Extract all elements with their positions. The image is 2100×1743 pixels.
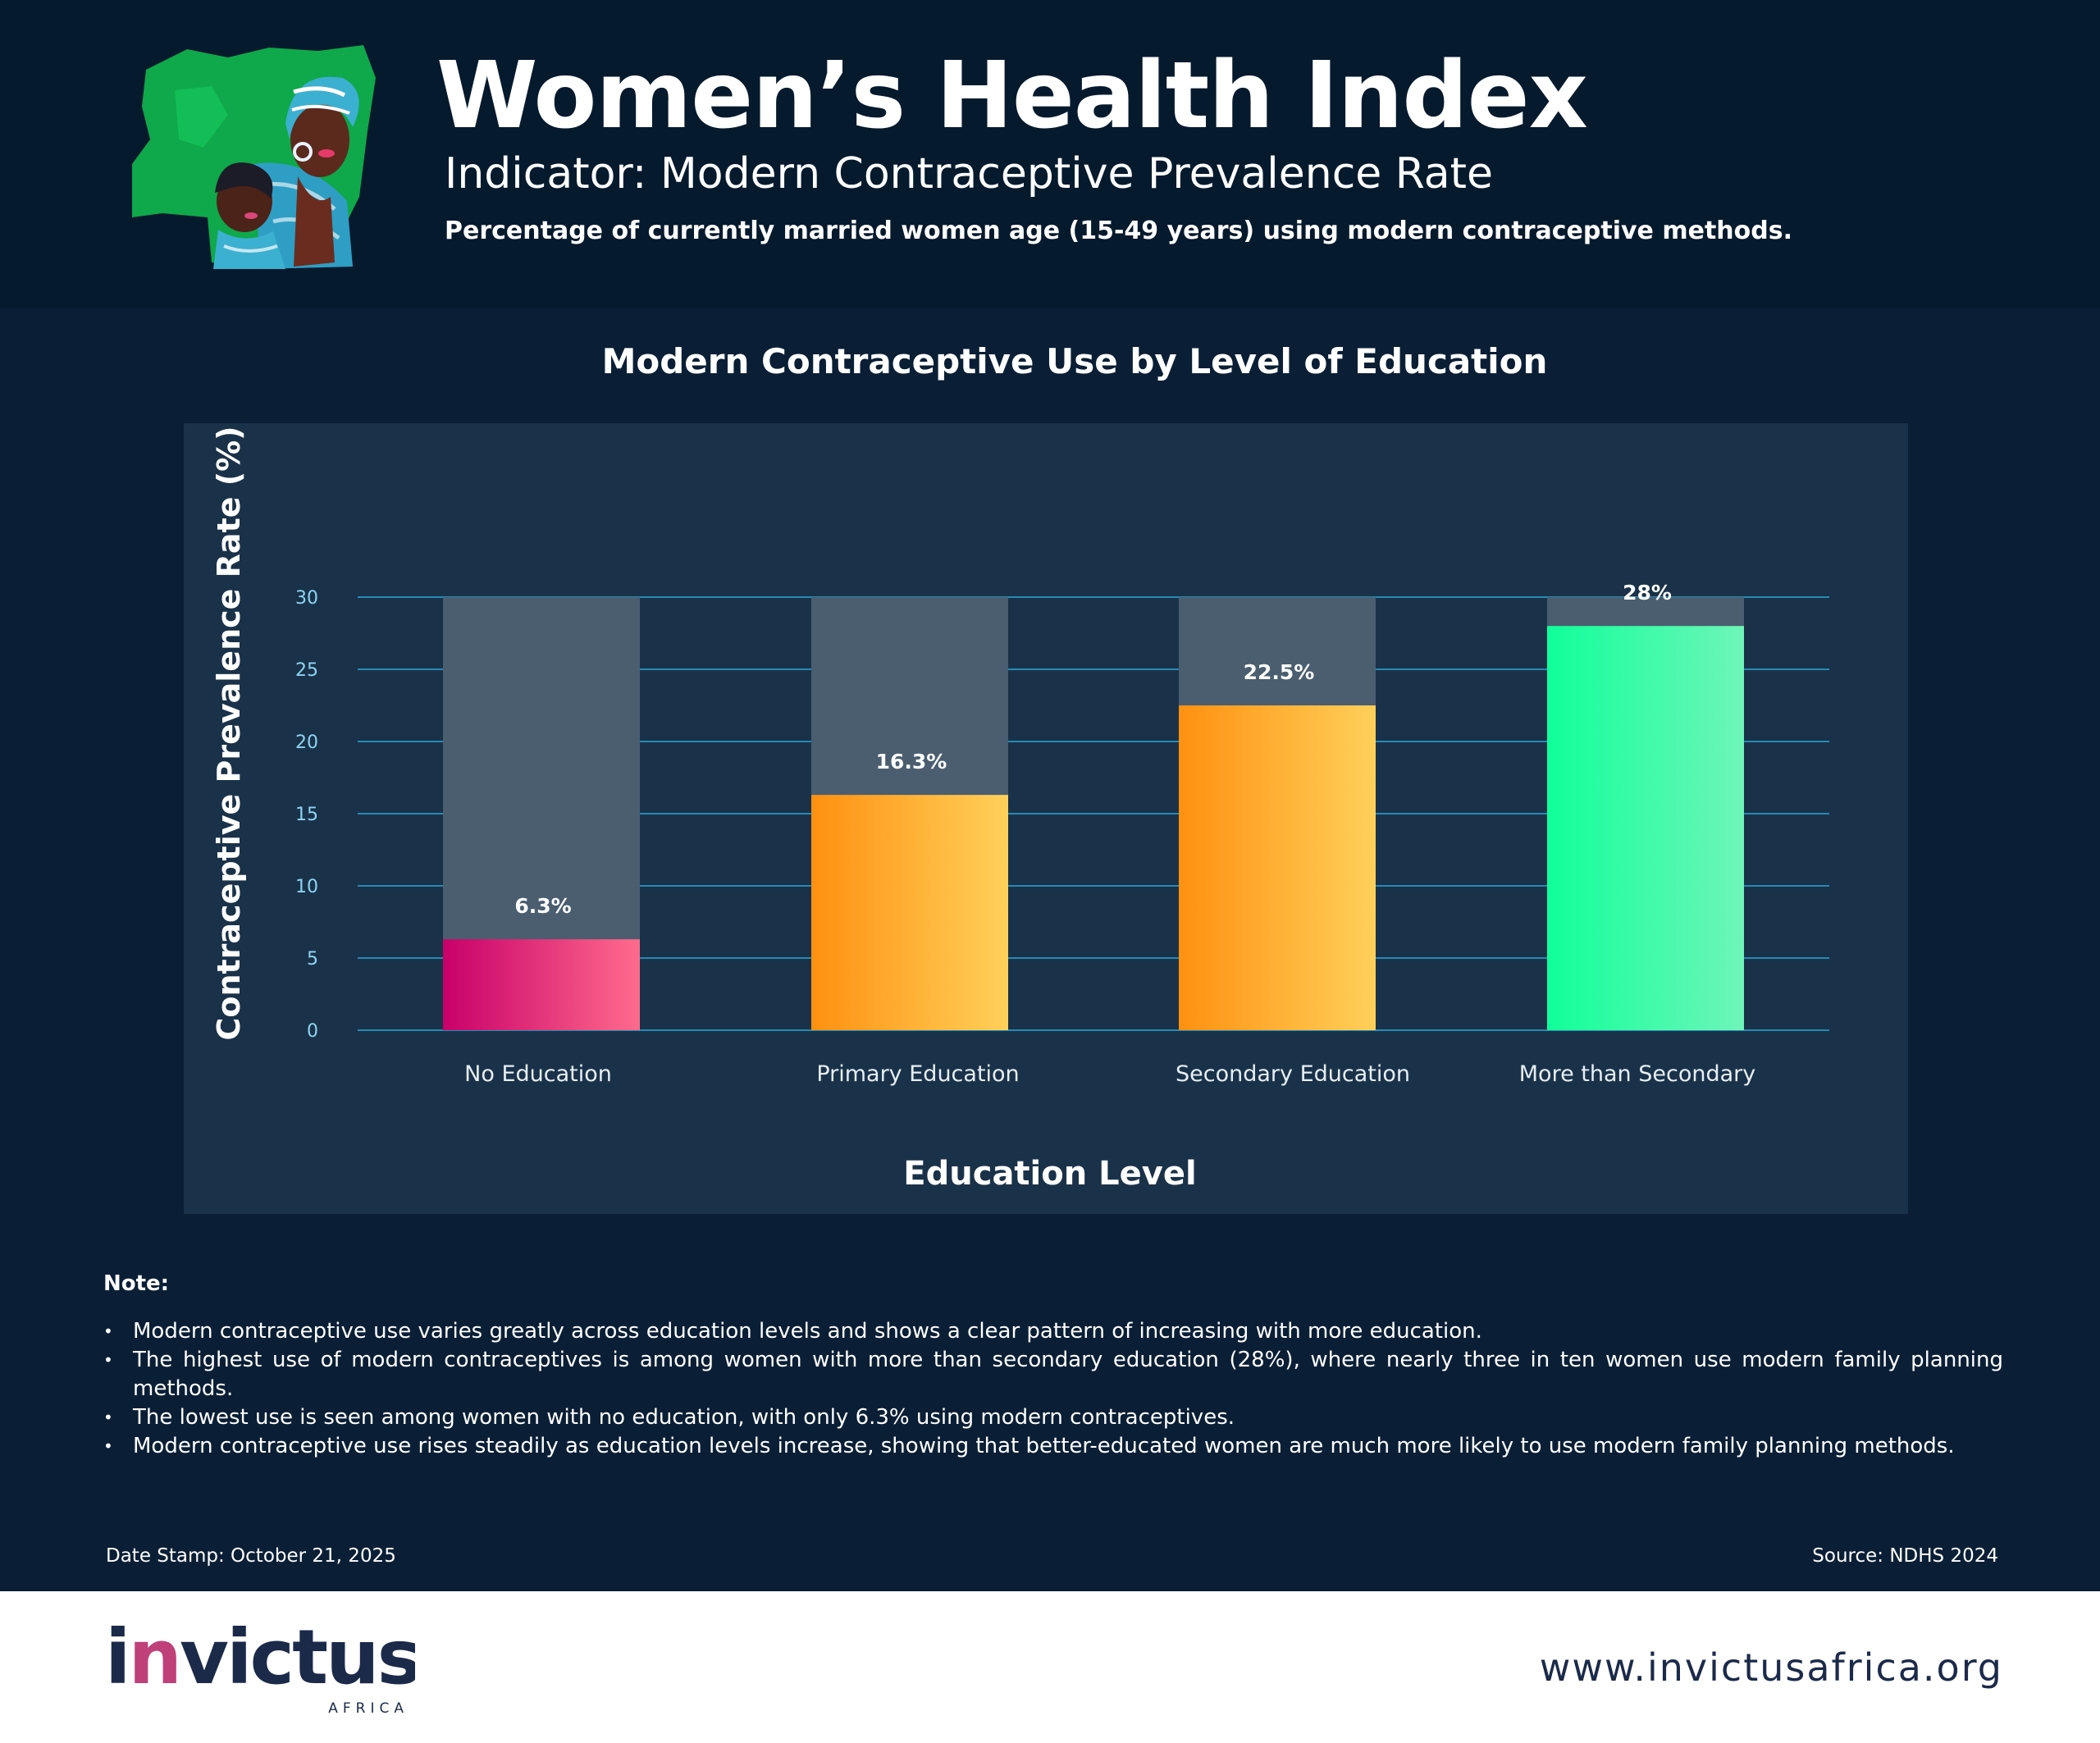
x-tick-label: Secondary Education <box>1176 1061 1410 1087</box>
svg-text:AFRICA: AFRICA <box>328 1700 409 1717</box>
bar-value-label: 22.5% <box>1244 660 1315 684</box>
website-url: www.invictusafrica.org <box>1539 1645 2003 1690</box>
bar-chart: 6.3% 16.3% 22.5% 28% 0 5 10 15 20 25 30 No Educat… <box>211 426 1829 1193</box>
bar-value-label: 28% <box>1623 581 1672 605</box>
invictus-africa-logo: invictus AFRICA <box>105 1614 415 1717</box>
chart-title: Modern Contraceptive Use by Level of Edu… <box>601 341 1548 381</box>
note-heading: Note: <box>103 1271 170 1296</box>
bar <box>1179 705 1376 1030</box>
bar <box>443 939 640 1030</box>
x-tick-label: More than Secondary <box>1519 1061 1755 1087</box>
page-title: Women’s Health Index <box>436 43 1588 149</box>
y-axis-label: Contraceptive Prevalence Rate (%) <box>211 426 247 1040</box>
bar <box>1547 626 1744 1030</box>
bar <box>811 795 1008 1030</box>
notes-section: Note: Modern contraceptive use varies gr… <box>103 1271 2003 1461</box>
svg-text:invictus: invictus <box>105 1614 415 1701</box>
bar-value-label: 16.3% <box>876 750 947 773</box>
y-tick-label: 25 <box>295 660 318 681</box>
y-tick-label: 15 <box>295 805 318 825</box>
note-item: The lowest use is seen among women with … <box>103 1403 2003 1432</box>
y-tick-label: 10 <box>295 877 318 897</box>
date-stamp: Date Stamp: October 21, 2025 <box>106 1545 396 1567</box>
nigeria-map-mother-child-illustration-icon <box>132 45 376 269</box>
source-credit: Source: NDHS 2024 <box>1812 1545 1998 1567</box>
footer-bar <box>0 1591 2100 1743</box>
x-tick-label: No Education <box>464 1061 612 1087</box>
y-tick-label: 30 <box>295 588 318 609</box>
y-tick-label: 0 <box>307 1021 318 1042</box>
y-tick-label: 5 <box>307 949 318 970</box>
note-item: Modern contraceptive use rises steadily … <box>103 1432 2003 1461</box>
note-item: The highest use of modern contraceptives… <box>103 1346 2003 1403</box>
bar-value-label: 6.3% <box>514 894 571 918</box>
indicator-definition: Percentage of currently married women ag… <box>445 217 1792 245</box>
note-item: Modern contraceptive use varies greatly … <box>103 1317 2003 1346</box>
indicator-subtitle: Indicator: Modern Contraceptive Prevalen… <box>445 149 1494 198</box>
note-list: Modern contraceptive use varies greatly … <box>103 1317 2003 1461</box>
y-tick-label: 20 <box>295 732 318 753</box>
x-axis-label: Education Level <box>903 1155 1196 1193</box>
x-tick-label: Primary Education <box>816 1061 1019 1087</box>
